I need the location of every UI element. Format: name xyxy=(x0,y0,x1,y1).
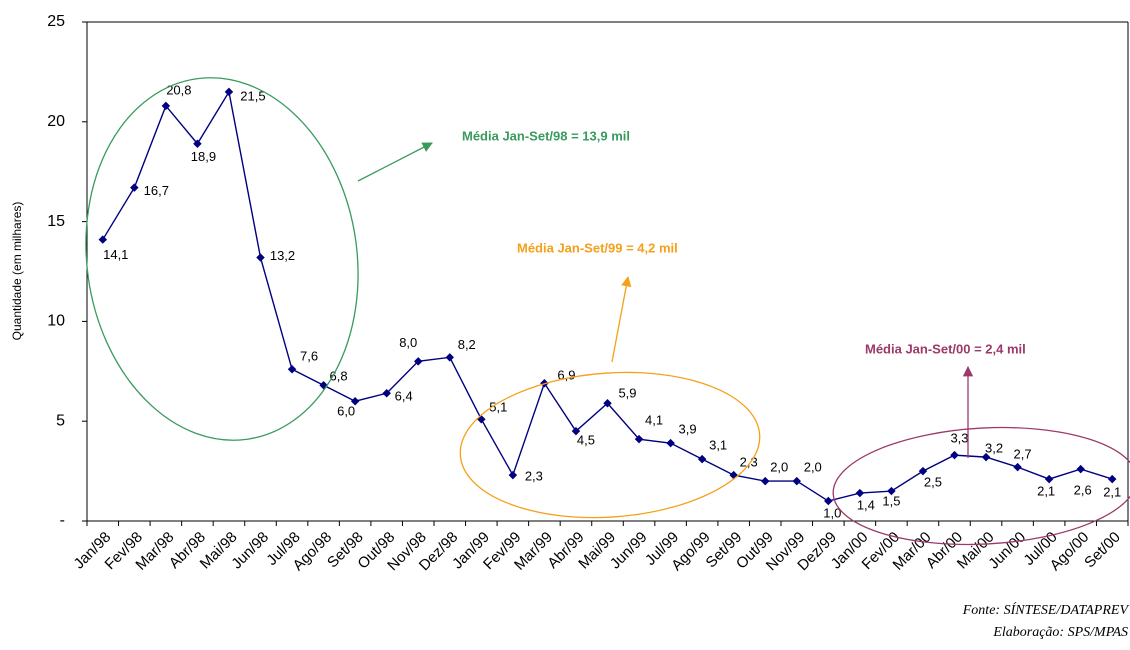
source-note: Fonte: SÍNTESE/DATAPREV xyxy=(962,601,1130,618)
data-label: 2,0 xyxy=(770,460,788,475)
y-tick-label: 15 xyxy=(47,213,65,230)
data-label: 4,1 xyxy=(645,413,663,428)
annotation: Média Jan-Set/00 = 2,4 mil xyxy=(865,341,1026,356)
data-point xyxy=(571,426,581,436)
data-label: 1,4 xyxy=(857,497,875,512)
data-label: 21,5 xyxy=(240,88,265,103)
data-point xyxy=(729,470,738,480)
data-point xyxy=(193,139,202,148)
data-point xyxy=(1107,474,1117,484)
data-point xyxy=(477,414,486,424)
data-point xyxy=(445,353,455,362)
data-label: 1,0 xyxy=(823,505,841,520)
x-tick-label: Set/00 xyxy=(1081,529,1124,572)
data-label: 2,7 xyxy=(1014,447,1032,462)
data-point xyxy=(1013,462,1022,472)
data-point xyxy=(634,434,644,444)
data-label: 2,6 xyxy=(1074,483,1092,498)
data-label: 5,9 xyxy=(618,386,636,401)
data-point xyxy=(413,357,423,366)
annotation: Média Jan-Set/99 = 4,2 mil xyxy=(517,240,678,255)
data-point xyxy=(287,365,297,374)
data-label: 16,7 xyxy=(144,183,169,198)
data-point xyxy=(887,486,896,496)
annotation: Média Jan-Set/98 = 13,9 mil xyxy=(462,128,630,143)
y-tick-label: 5 xyxy=(56,412,65,429)
y-tick-label: 10 xyxy=(47,313,65,330)
data-label: 2,5 xyxy=(924,475,942,490)
data-label: 18,9 xyxy=(191,149,216,164)
data-label: 13,2 xyxy=(270,248,295,263)
data-label: 8,0 xyxy=(399,335,417,350)
source-note: Elaboração: SPS/MPAS xyxy=(992,625,1128,640)
highlight-ellipse xyxy=(832,426,1130,546)
data-point xyxy=(1044,474,1054,484)
data-point xyxy=(130,183,139,192)
data-label: 6,8 xyxy=(330,369,348,384)
data-point xyxy=(1076,464,1085,474)
data-label: 5,1 xyxy=(489,400,507,415)
data-point xyxy=(350,396,360,406)
y-tick-label: 25 xyxy=(47,13,65,30)
data-point xyxy=(224,87,234,97)
data-point xyxy=(824,496,833,506)
data-label: 6,4 xyxy=(395,389,413,404)
data-label: 2,3 xyxy=(740,455,758,470)
arrow xyxy=(611,275,632,363)
data-point xyxy=(855,488,865,498)
highlight-ellipse xyxy=(459,371,761,519)
y-tick-label: - xyxy=(60,512,65,529)
data-label: 3,1 xyxy=(709,438,727,453)
data-point xyxy=(98,235,108,244)
highlight-ellipse xyxy=(85,77,359,441)
data-label: 2,1 xyxy=(1037,484,1055,499)
data-point xyxy=(508,470,518,480)
data-point xyxy=(697,454,707,464)
data-label: 6,9 xyxy=(557,368,575,383)
data-label: 3,9 xyxy=(679,422,697,437)
data-point xyxy=(950,450,959,460)
plot-area: -510152025Jan/98Fev/98Mar/98Abr/98Mai/98… xyxy=(47,13,1129,574)
data-label: 20,8 xyxy=(166,82,191,97)
data-point xyxy=(256,253,265,262)
data-label: 6,0 xyxy=(337,404,355,419)
arrow xyxy=(357,142,433,182)
data-label: 2,0 xyxy=(804,460,822,475)
data-point xyxy=(918,466,928,476)
data-label: 14,1 xyxy=(103,247,128,262)
y-axis-label: Quantidade (em milhares) xyxy=(10,202,24,341)
data-point xyxy=(666,438,675,448)
data-point xyxy=(981,452,991,462)
data-point xyxy=(760,476,770,486)
data-point xyxy=(603,398,612,408)
y-tick-label: 20 xyxy=(47,113,65,130)
data-label: 4,5 xyxy=(577,433,595,448)
data-point xyxy=(792,476,802,486)
data-label: 1,5 xyxy=(882,493,900,508)
data-point xyxy=(382,389,391,398)
data-point xyxy=(161,101,171,111)
data-label: 3,2 xyxy=(985,441,1003,456)
data-label: 2,3 xyxy=(525,469,543,484)
data-label: 7,6 xyxy=(300,349,318,364)
data-label: 3,3 xyxy=(950,431,968,446)
data-label: 2,1 xyxy=(1103,485,1121,500)
data-label: 8,2 xyxy=(458,337,476,352)
